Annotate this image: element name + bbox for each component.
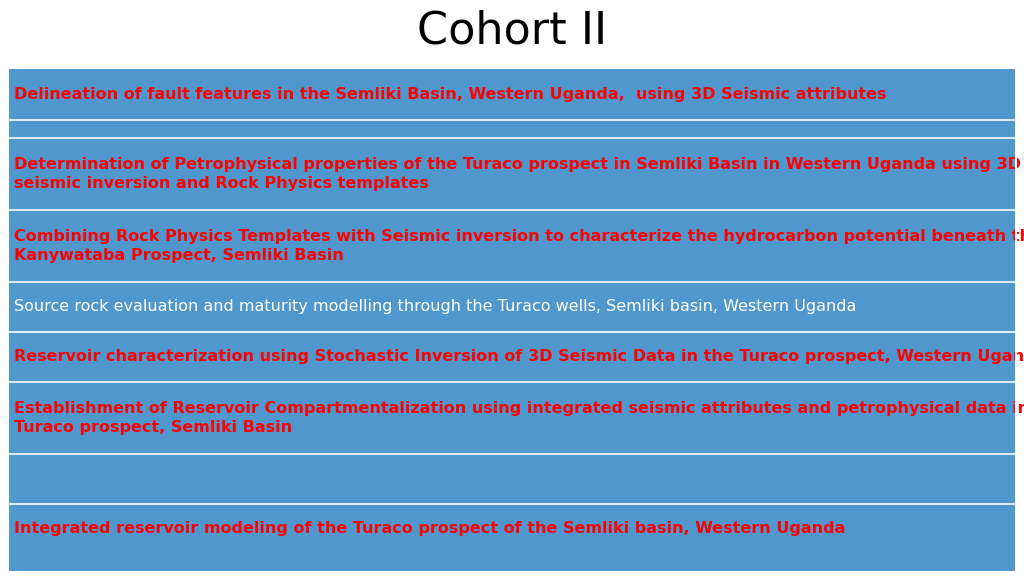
Text: Combining Rock Physics Templates with Seismic inversion to characterize the hydr: Combining Rock Physics Templates with Se… bbox=[14, 229, 1024, 263]
Text: Source rock evaluation and maturity modelling through the Turaco wells, Semliki : Source rock evaluation and maturity mode… bbox=[14, 300, 856, 314]
Text: Establishment of Reservoir Compartmentalization using integrated seismic attribu: Establishment of Reservoir Compartmental… bbox=[14, 401, 1024, 435]
Text: Delineation of fault features in the Semliki Basin, Western Uganda,  using 3D Se: Delineation of fault features in the Sem… bbox=[14, 86, 887, 101]
Text: Cohort II: Cohort II bbox=[417, 10, 607, 53]
Bar bbox=[8, 68, 1016, 572]
Text: Integrated reservoir modeling of the Turaco prospect of the Semliki basin, Weste: Integrated reservoir modeling of the Tur… bbox=[14, 521, 846, 536]
Text: Determination of Petrophysical properties of the Turaco prospect in Semliki Basi: Determination of Petrophysical propertie… bbox=[14, 157, 1021, 191]
Bar bbox=[8, 68, 1016, 572]
Text: Reservoir characterization using Stochastic Inversion of 3D Seismic Data in the : Reservoir characterization using Stochas… bbox=[14, 350, 1024, 365]
